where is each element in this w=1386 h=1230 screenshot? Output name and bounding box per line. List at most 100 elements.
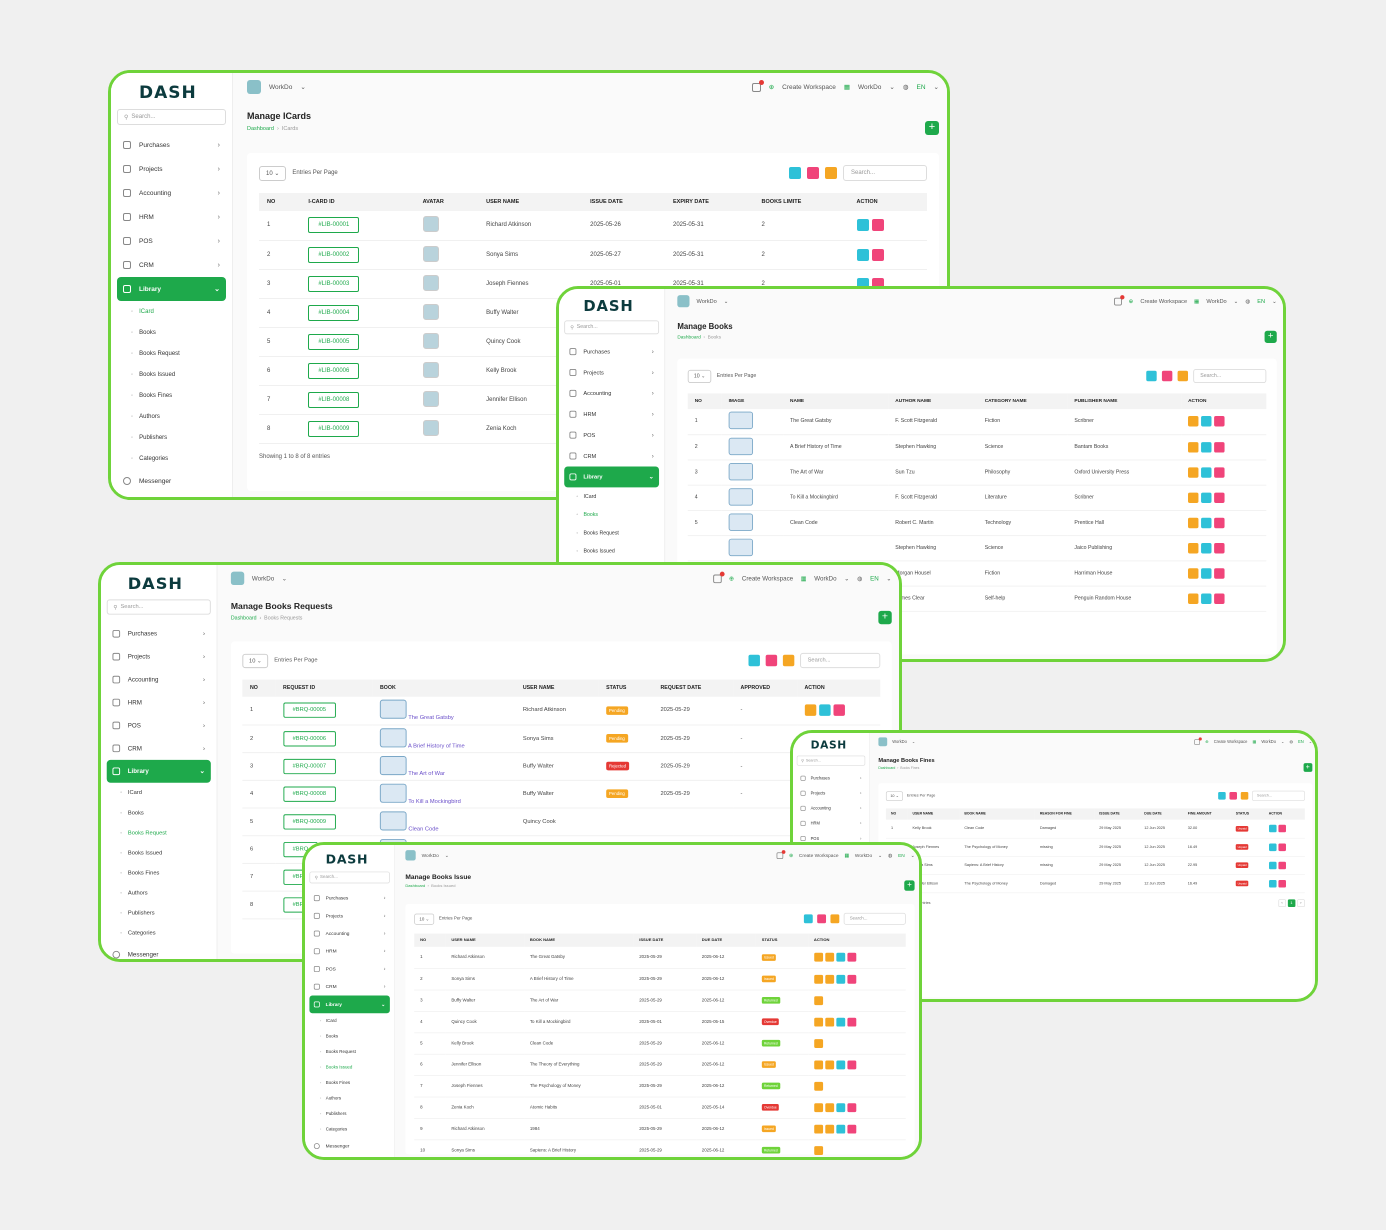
create-workspace-button[interactable]: Create Workspace [741, 575, 794, 582]
column-header[interactable]: BOOK [372, 679, 516, 697]
breadcrumb-home[interactable]: Dashboard [405, 884, 426, 889]
sidebar-subitem-books[interactable]: ◦Books [309, 1029, 389, 1044]
breadcrumb-home[interactable]: Dashboard [230, 615, 257, 622]
download-icon[interactable] [1146, 370, 1157, 382]
export-icon[interactable] [807, 167, 819, 179]
column-header[interactable]: REQUEST ID [275, 679, 373, 697]
sidebar-item-hrm[interactable]: HRM › [797, 816, 865, 831]
column-header[interactable]: DUE DATE [695, 933, 756, 947]
return-icon[interactable] [813, 1017, 823, 1027]
edit-icon[interactable] [1201, 567, 1212, 579]
entries-per-page-select[interactable]: 10 ⌄ [687, 369, 712, 383]
sidebar-item-hrm[interactable]: HRM › [117, 205, 226, 229]
sidebar-search-input[interactable]: ⚲ Search... [796, 755, 866, 766]
sidebar-subitem-books-issued[interactable]: ◦Books Issued [309, 1060, 389, 1075]
book-link[interactable]: The Great Gatsby [408, 715, 454, 721]
sidebar-subitem-publishers[interactable]: ◦ Publishers [117, 427, 226, 448]
return-icon[interactable] [813, 1038, 823, 1048]
delete-icon[interactable] [1214, 441, 1225, 453]
column-header[interactable]: PUBLISHER NAME [1067, 393, 1182, 410]
entries-per-page-select[interactable]: 10 ⌄ [242, 653, 269, 668]
edit-icon[interactable] [856, 248, 869, 261]
column-header[interactable]: ISSUE DATE [582, 193, 665, 211]
create-workspace-button[interactable]: Create Workspace [1213, 739, 1248, 744]
delete-icon[interactable] [1278, 843, 1286, 851]
column-header[interactable]: AUTHOR NAME [888, 393, 978, 410]
sidebar-item-purchases[interactable]: Purchases › [117, 133, 226, 157]
view-icon[interactable] [1188, 542, 1199, 554]
table-search-input[interactable]: Search... [1193, 369, 1267, 383]
book-link[interactable]: A Brief History of Time [408, 743, 465, 749]
entries-per-page-select[interactable]: 10 ⌄ [885, 791, 904, 801]
sidebar-subitem-authors[interactable]: ◦Authors [309, 1091, 389, 1106]
sidebar-item-accounting[interactable]: Accounting › [797, 801, 865, 816]
create-workspace-button[interactable]: Create Workspace [1140, 298, 1188, 305]
column-header[interactable]: ISSUE DATE [633, 933, 696, 947]
sidebar-subitem-books[interactable]: ◦Books [107, 803, 211, 823]
edit-icon[interactable] [856, 219, 869, 232]
request-id-link[interactable]: #BRQ-00007 [283, 758, 336, 774]
view-icon[interactable] [1188, 416, 1199, 427]
column-header[interactable]: STATUS [755, 933, 809, 947]
delete-icon[interactable] [847, 1060, 856, 1069]
edit-icon[interactable] [836, 952, 845, 962]
workspace-switcher[interactable]: WorkDo [696, 298, 717, 305]
column-header[interactable]: IMAGE [721, 393, 784, 410]
sidebar-subitem-books-fines[interactable]: ◦ Books Fines [117, 385, 226, 406]
delete-icon[interactable] [1214, 416, 1225, 427]
column-header[interactable]: ACTION [796, 679, 881, 697]
column-header[interactable]: NO [414, 933, 446, 947]
sidebar-item-messenger[interactable]: Messenger [107, 943, 211, 959]
page-button[interactable]: 1 [1287, 899, 1296, 907]
edit-icon[interactable] [1201, 492, 1212, 503]
sidebar-item-messenger[interactable]: Messenger [117, 469, 226, 493]
column-header[interactable]: STATUS [598, 679, 653, 697]
add-button[interactable]: + [1303, 763, 1313, 772]
view-icon[interactable] [824, 1124, 834, 1134]
add-button[interactable]: + [925, 121, 939, 135]
sidebar-subitem-books-issued[interactable]: ◦Books Issued [564, 542, 659, 560]
sidebar-item-crm[interactable]: CRM › [117, 253, 226, 277]
column-header[interactable]: USER NAME [445, 933, 524, 947]
sidebar-item-hrm[interactable]: HRM › [107, 691, 211, 714]
icard-id-link[interactable]: #LIB-00002 [308, 246, 360, 263]
edit-icon[interactable] [1268, 824, 1277, 833]
delete-icon[interactable] [871, 219, 884, 232]
export-icon[interactable] [817, 914, 827, 924]
column-header[interactable]: NO [259, 193, 301, 211]
sidebar-search-input[interactable]: ⚲ Search... [106, 599, 211, 615]
column-header[interactable]: USER NAME [515, 679, 599, 697]
column-header[interactable]: FINE AMOUNT [1182, 808, 1231, 820]
edit-icon[interactable] [836, 1060, 845, 1069]
edit-icon[interactable] [836, 1124, 845, 1134]
language-select[interactable]: EN [916, 83, 926, 91]
export-icon[interactable] [1161, 370, 1173, 382]
edit-icon[interactable] [1201, 416, 1212, 427]
delete-icon[interactable] [847, 1124, 856, 1134]
delete-icon[interactable] [1214, 542, 1225, 554]
breadcrumb-home[interactable]: Dashboard [878, 766, 896, 771]
icard-id-link[interactable]: #LIB-00008 [308, 391, 360, 408]
book-link[interactable]: To Kill a Mockingbird [408, 798, 461, 805]
refresh-icon[interactable] [825, 167, 837, 179]
column-header[interactable]: NO [687, 393, 722, 410]
add-button[interactable]: + [878, 610, 892, 625]
table-search-input[interactable]: Search... [843, 912, 906, 925]
request-id-link[interactable]: #BRQ-00009 [283, 813, 336, 830]
column-header[interactable]: ACTION [1263, 808, 1305, 820]
sidebar-subitem-books-request[interactable]: ◦Books Request [309, 1044, 389, 1059]
sidebar-item-projects[interactable]: Projects › [107, 645, 211, 668]
refresh-icon[interactable] [1240, 792, 1249, 800]
sidebar-item-accounting[interactable]: Accounting › [564, 383, 659, 404]
sidebar-search-input[interactable]: ⚲ Search... [564, 320, 660, 335]
download-icon[interactable] [1217, 792, 1226, 800]
edit-icon[interactable] [1201, 517, 1212, 528]
icard-id-link[interactable]: #LIB-00003 [308, 275, 360, 292]
edit-icon[interactable] [1201, 542, 1212, 554]
icard-id-link[interactable]: #LIB-00006 [308, 362, 360, 379]
view-icon[interactable] [824, 952, 834, 962]
sidebar-item-purchases[interactable]: Purchases › [564, 341, 659, 362]
column-header[interactable]: BOOK NAME [959, 808, 1035, 820]
sidebar-subitem-publishers[interactable]: ◦ Publishers [107, 903, 211, 923]
notification-bell-icon[interactable] [1194, 737, 1203, 745]
